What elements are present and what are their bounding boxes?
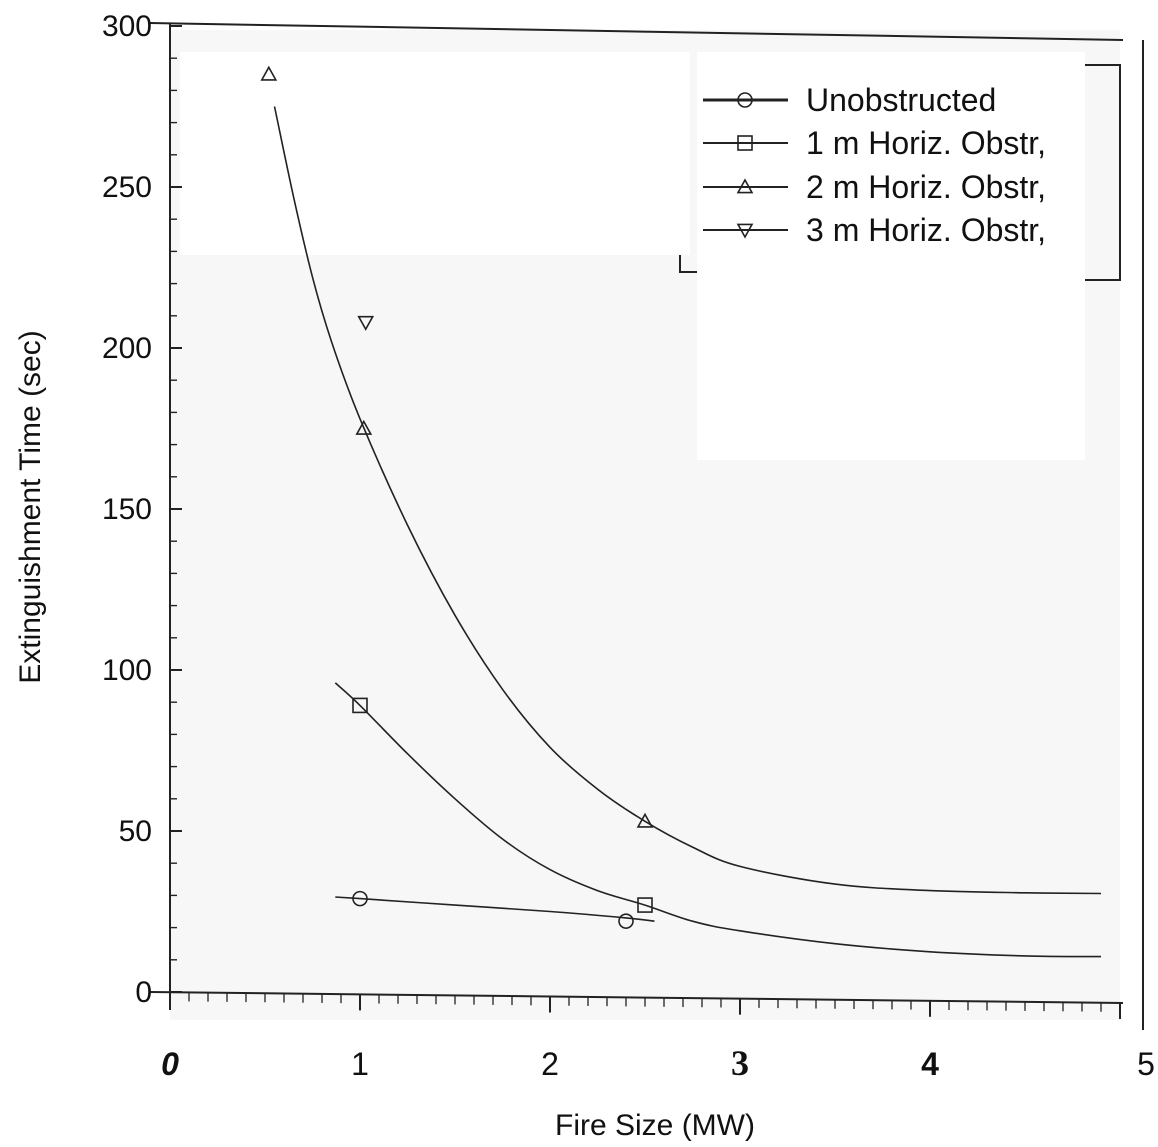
y-tick-label: 0	[135, 976, 152, 1009]
data-point	[357, 315, 375, 331]
legend-marker	[737, 135, 753, 151]
scan-patch	[180, 52, 690, 255]
data-point	[355, 419, 373, 435]
legend-label: Unobstructed	[806, 82, 996, 118]
series-line	[335, 896, 655, 922]
x-axis-line	[149, 991, 1124, 1004]
x-tick-label: 3	[731, 1043, 749, 1083]
legend-item: Unobstructed	[703, 82, 996, 118]
legend-item: 2 m Horiz. Obstr,	[703, 169, 1046, 205]
series-4	[357, 315, 375, 331]
y-tick-label: 200	[102, 332, 152, 365]
y-axis-title: Extinguishment Time (sec)	[14, 330, 47, 683]
data-point	[618, 913, 634, 929]
data-point	[636, 812, 654, 828]
series-3	[260, 65, 1102, 895]
x-tick-label: 1	[351, 1046, 369, 1082]
legend-marker	[736, 223, 754, 239]
y-tick-label: 250	[102, 171, 152, 204]
legend-item: 1 m Horiz. Obstr,	[703, 125, 1046, 161]
legend-marker	[737, 92, 753, 108]
y-axis: 0 50 100 150 200 250 300	[102, 10, 182, 1010]
series-2	[334, 682, 1102, 958]
series-line	[334, 682, 1102, 958]
top-frame-line	[149, 22, 1124, 41]
legend-bracket	[679, 255, 697, 273]
legend-label: 1 m Horiz. Obstr,	[806, 125, 1046, 161]
series-1	[335, 890, 655, 929]
series-group	[260, 65, 1102, 958]
x-tick-label: 0	[161, 1046, 179, 1082]
legend: Unobstructed 1 m Horiz. Obstr, 2 m Horiz. …	[703, 82, 1046, 248]
data-point	[637, 897, 653, 913]
data-point	[260, 65, 278, 81]
x-tick-label: 5	[1137, 1046, 1155, 1082]
y-tick-label: 100	[102, 654, 152, 687]
x-tick-label: 4	[921, 1046, 939, 1082]
legend-label: 2 m Horiz. Obstr,	[806, 169, 1046, 205]
y-tick-label: 50	[119, 815, 152, 848]
data-point	[352, 890, 368, 907]
legend-label: 3 m Horiz. Obstr,	[806, 212, 1046, 248]
legend-bracket	[1085, 64, 1121, 281]
data-point	[352, 697, 368, 714]
series-line	[273, 106, 1102, 895]
x-axis: 0 1 2 3 4 5	[161, 992, 1155, 1083]
scan-patch	[697, 52, 1085, 460]
y-tick-label: 150	[102, 493, 152, 526]
y-tick-label: 300	[102, 10, 152, 43]
x-axis-title: Fire Size (MW)	[555, 1109, 755, 1142]
legend-marker	[736, 178, 754, 194]
legend-item: 3 m Horiz. Obstr,	[703, 212, 1046, 248]
x-tick-label: 2	[541, 1046, 559, 1082]
